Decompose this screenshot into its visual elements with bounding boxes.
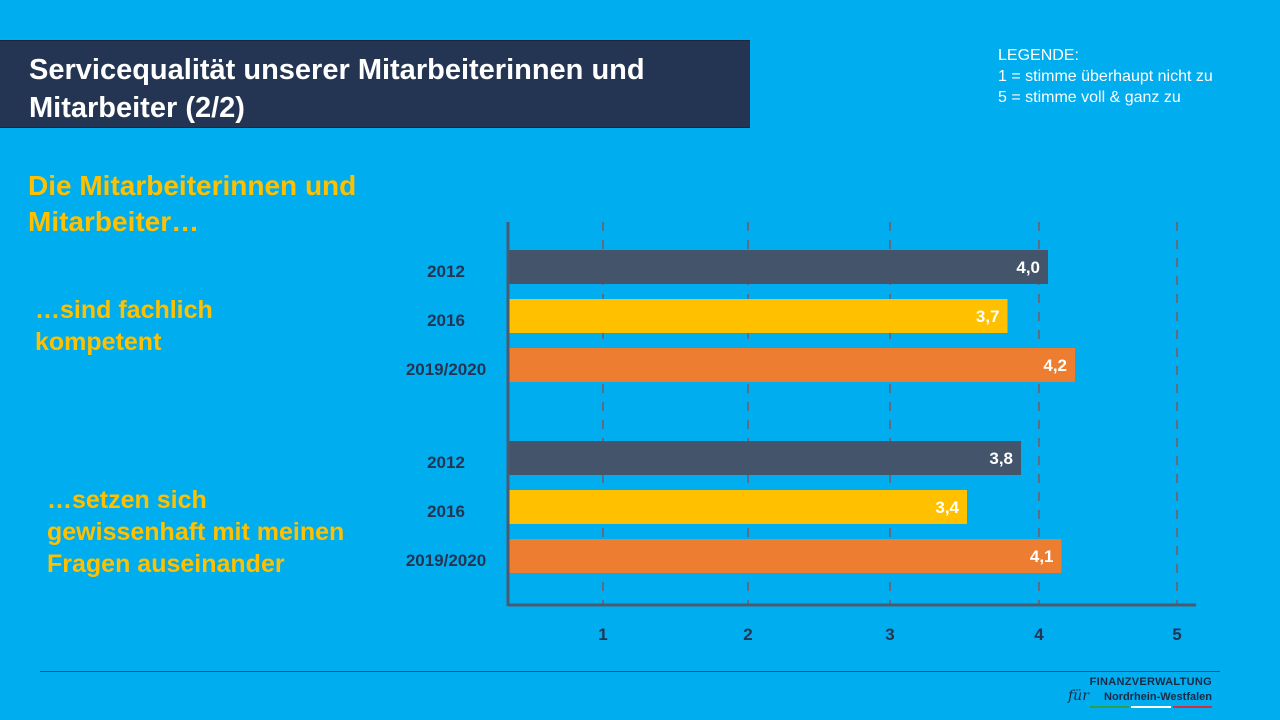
bar-group1-2012 [508,441,1021,475]
legend-heading: LEGENDE: [998,47,1079,64]
category-label-group1-0: 2012 [427,453,465,472]
chart-subtitle: Die Mitarbeiterinnen und Mitarbeiter… [28,170,357,237]
bar-group0-2019-2020 [508,348,1075,382]
bar-group1-2016 [508,490,967,524]
x-tick-label-4: 4 [1034,625,1044,644]
category-label-group1-1: 2016 [427,502,465,521]
value-label-group0-0: 4,0 [1016,258,1040,277]
category-label-group0-0: 2012 [427,262,465,281]
logo-fuer: für [1068,688,1089,704]
category-label-group1-2: 2019/2020 [406,551,486,570]
bar-group0-2016 [508,299,1008,333]
value-label-group1-1: 3,4 [935,498,959,517]
bar-group1-2019-2020 [508,539,1062,573]
legend: LEGENDE: 1 = stimme überhaupt nicht zu 5… [998,45,1213,108]
slide-title: Servicequalität unserer Mitarbeiterinnen… [0,40,750,128]
value-label-group1-2: 4,1 [1030,547,1054,566]
footer-divider [40,671,1220,672]
x-tick-label-2: 2 [743,625,752,644]
value-label-group0-2: 4,2 [1043,356,1067,375]
group-label-competent: …sind fachlich kompetent [35,296,213,356]
category-label-group0-2: 2019/2020 [406,360,486,379]
x-tick-label-3: 3 [885,625,894,644]
group-label-conscientious: …setzen sich gewissenhaft mit meinen Fra… [47,486,345,578]
legend-line-1: 1 = stimme überhaupt nicht zu [998,68,1213,85]
logo-line-2: Nordrhein-Westfalen [1104,691,1212,703]
value-label-group1-0: 3,8 [989,449,1013,468]
legend-line-2: 5 = stimme voll & ganz zu [998,89,1181,106]
finanzverwaltung-logo: FINANZVERWALTUNG für Nordrhein-Westfalen [1062,676,1222,718]
value-label-group0-1: 3,7 [976,307,1000,326]
bar-group0-2012 [508,250,1048,284]
x-tick-label-1: 1 [598,625,607,644]
category-label-group0-1: 2016 [427,311,465,330]
logo-line-1: FINANZVERWALTUNG [1089,676,1212,688]
x-tick-label-5: 5 [1172,625,1181,644]
logo-stripes [1090,706,1212,709]
